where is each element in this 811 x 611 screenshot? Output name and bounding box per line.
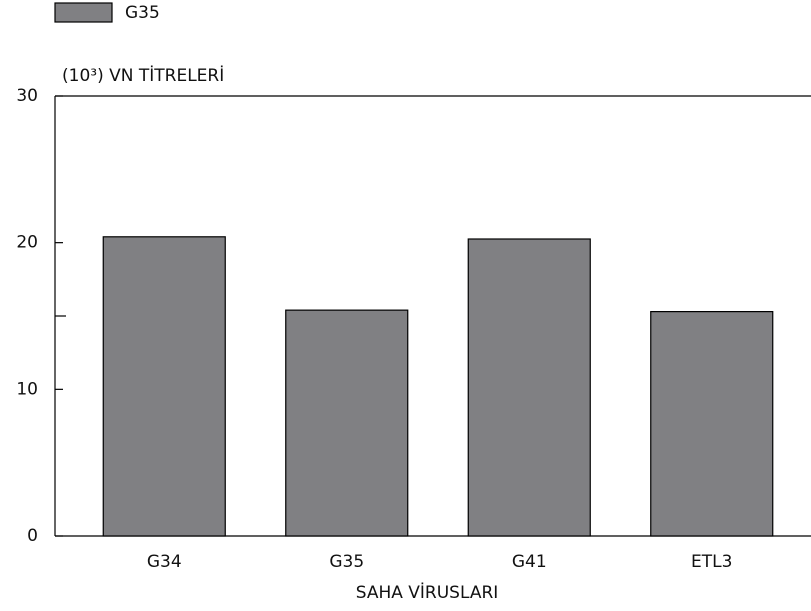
y-tick-label: 20 [16, 233, 38, 253]
legend-swatch [54, 2, 113, 23]
x-tick-label: G34 [147, 552, 182, 572]
y-axis-label: (10³) VN TİTRELERİ [62, 65, 224, 86]
y-tick-label: 0 [27, 526, 38, 546]
x-tick-label: ETL3 [691, 552, 732, 572]
bar [285, 309, 409, 537]
y-tick-label: 10 [16, 379, 38, 399]
y-tick-label: 30 [16, 86, 38, 106]
bar [467, 238, 591, 537]
x-tick-label: G35 [329, 552, 364, 572]
x-axis-label: SAHA VİRUSLARI [356, 582, 499, 603]
x-tick-label: G41 [512, 552, 547, 572]
legend-label: G35 [125, 3, 160, 23]
bar [650, 311, 774, 537]
bar [102, 236, 226, 537]
